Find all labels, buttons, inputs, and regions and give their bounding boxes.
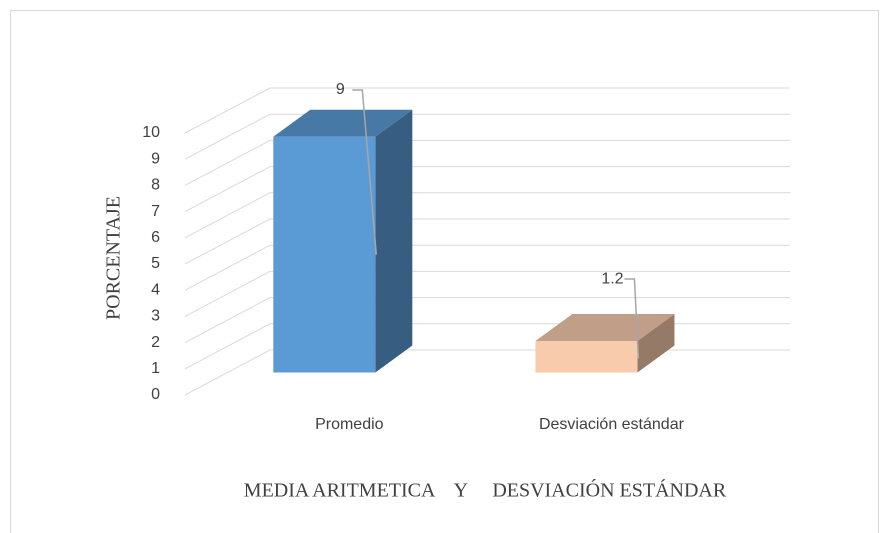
chart-border [10, 10, 879, 533]
bar-top [273, 109, 413, 137]
grid-line [184, 113, 790, 160]
data-label: 1.2 [601, 270, 623, 287]
y-tick-label: 6 [151, 229, 160, 246]
y-tick-label: 4 [151, 281, 160, 298]
y-tick-label: 8 [151, 177, 160, 194]
x-tick-label: Promedio [315, 416, 384, 433]
y-tick-label: 9 [151, 150, 160, 167]
grid-line [184, 139, 790, 186]
grid-line [184, 87, 790, 134]
y-tick-label: 5 [151, 255, 160, 272]
grid-line [184, 166, 790, 213]
bar-side [375, 109, 413, 373]
y-tick-label: 10 [142, 124, 160, 141]
leader-line [624, 278, 640, 359]
grid-line [184, 270, 790, 317]
x-tick-label: Desviación estándar [539, 416, 685, 433]
y-tick-label: 7 [151, 203, 160, 220]
bar [535, 341, 638, 373]
y-tick-label: 0 [151, 386, 160, 403]
grid-line [184, 218, 790, 265]
leader-line [352, 89, 378, 255]
y-axis-label: PORCENTAJE [103, 196, 125, 320]
data-label: 9 [336, 81, 345, 98]
bar [273, 136, 376, 373]
grid-line [184, 297, 790, 344]
bar-side [637, 314, 675, 373]
y-tick-label: 1 [151, 360, 160, 377]
bar-top [535, 314, 675, 342]
x-axis-label: MEDIA ARITMETICA Y DESVIACIÓN ESTÁNDAR [244, 478, 727, 502]
grid-line [184, 244, 790, 291]
y-tick-label: 2 [151, 334, 160, 351]
y-tick-label: 3 [151, 308, 160, 325]
grid-line [184, 192, 790, 239]
